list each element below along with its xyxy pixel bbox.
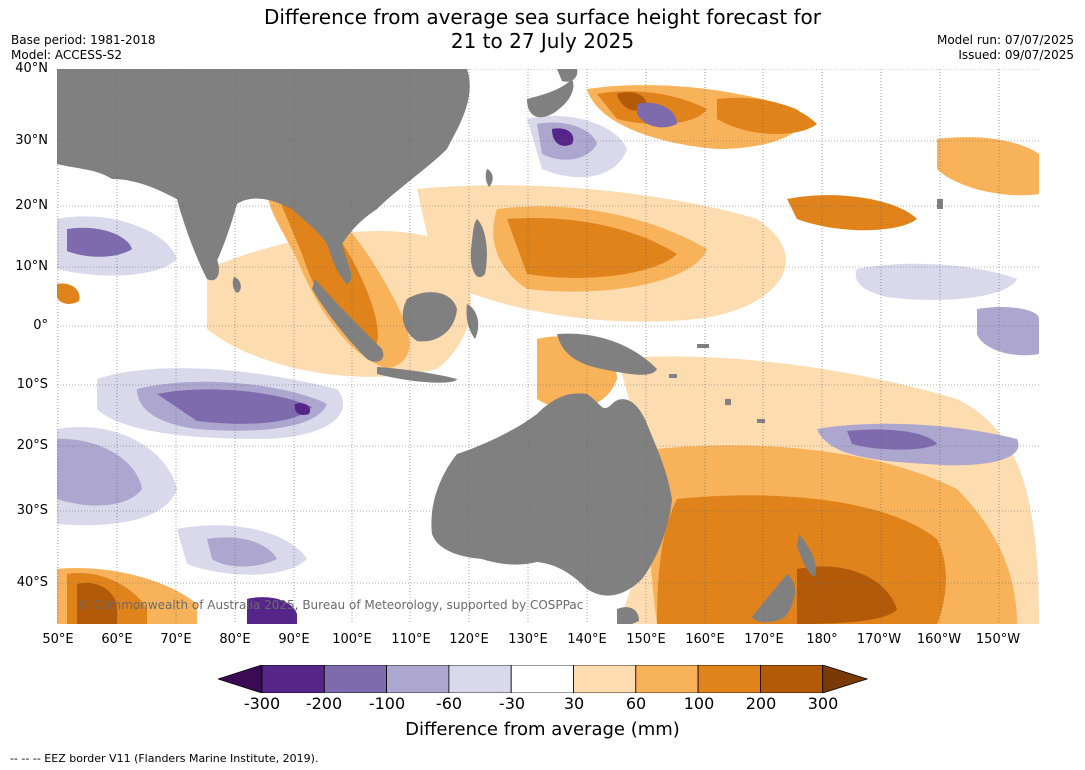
lon-label: 90°E [278, 632, 310, 647]
lon-label: 170°E [744, 632, 784, 647]
colorbar-swatch [448, 664, 512, 694]
colorbar-title: Difference from average (mm) [405, 719, 680, 740]
lon-label: 80°E [219, 632, 251, 647]
colorbar-tick: 300 [807, 694, 839, 713]
colorbar-tick: -300 [243, 694, 281, 713]
lon-label: 100°E [332, 632, 372, 647]
lon-label: 150°W [975, 632, 1021, 647]
colorbar-swatch [323, 664, 388, 694]
eez-legend: -- -- -- EEZ border V11 (Flanders Marine… [10, 752, 319, 765]
lon-label: 120°E [449, 632, 489, 647]
map-title-line1: Difference from average sea surface heig… [263, 5, 822, 29]
issued-date: Issued: 09/07/2025 [958, 48, 1074, 62]
colorbar-tick: -100 [368, 694, 406, 713]
colorbar-swatches [216, 664, 869, 694]
colorbar-swatch [697, 664, 761, 694]
lat-label: 0° [33, 318, 48, 333]
sea-surface-height-map [57, 69, 1039, 624]
lon-label: 160°W [916, 632, 962, 647]
lon-label: 60°E [101, 632, 133, 647]
colorbar-swatch [573, 664, 637, 694]
colorbar-tick: 30 [563, 694, 585, 713]
lon-label: 130°E [508, 632, 548, 647]
colorbar-extend-high [822, 664, 869, 694]
colorbar-tick: 100 [683, 694, 715, 713]
map-canvas [57, 69, 1039, 624]
model-name: Model: ACCESS-S2 [11, 48, 123, 62]
colorbar-tick: -60 [435, 694, 463, 713]
model-run: Model run: 07/07/2025 [936, 33, 1074, 47]
lat-label: 40°N [15, 61, 48, 76]
colorbar-extend-low [216, 664, 263, 694]
colorbar [216, 664, 869, 694]
lon-label: 180° [806, 632, 838, 647]
colorbar-swatch [261, 664, 325, 694]
colorbar-tick: 60 [625, 694, 647, 713]
lon-label: 160°E [685, 632, 725, 647]
graticule [57, 69, 1039, 624]
lat-label: 40°S [16, 575, 48, 590]
land-masses [57, 69, 943, 624]
lat-label: 30°S [16, 503, 48, 518]
lon-label: 140°E [567, 632, 607, 647]
colorbar-tick: -200 [305, 694, 343, 713]
colorbar-swatch [635, 664, 699, 694]
colorbar-tick: 200 [745, 694, 777, 713]
map-title-line2: 21 to 27 July 2025 [450, 29, 635, 53]
lat-label: 10°N [15, 259, 48, 274]
lat-label: 10°S [16, 377, 48, 392]
lon-label: 170°W [856, 632, 902, 647]
lat-label: 20°S [16, 438, 48, 453]
lat-label: 20°N [15, 198, 48, 213]
colorbar-swatch [510, 664, 574, 694]
lon-label: 150°E [626, 632, 666, 647]
copyright-notice: © Commonwealth of Australia 2025, Bureau… [78, 598, 584, 612]
colorbar-swatch [760, 664, 824, 694]
lat-label: 30°N [15, 133, 48, 148]
lon-label: 110°E [391, 632, 431, 647]
colorbar-swatch [386, 664, 450, 694]
lon-label: 50°E [42, 632, 74, 647]
base-period: Base period: 1981-2018 [11, 33, 156, 47]
colorbar-tick: -30 [498, 694, 526, 713]
lon-label: 70°E [160, 632, 192, 647]
